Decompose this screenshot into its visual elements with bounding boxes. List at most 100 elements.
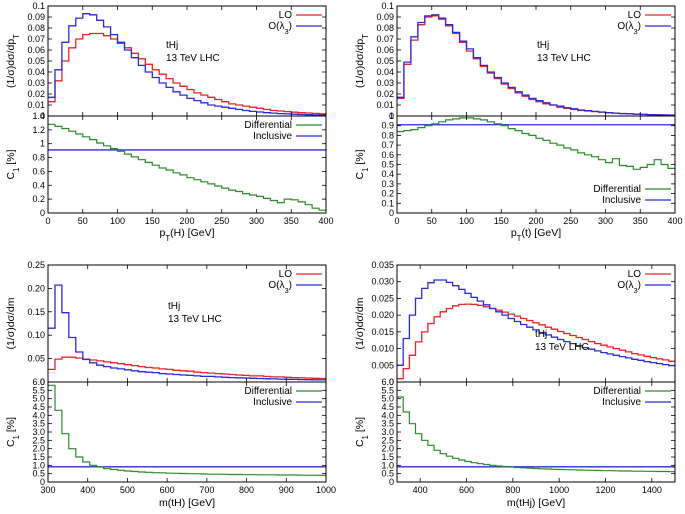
top-ytick-label: 0.08 <box>27 23 45 33</box>
bottom-ylabel: C1 [%] <box>5 149 21 179</box>
chart-panel-4: 0 0.005 0.010 0.015 0.020 0.025 0.030 0.035 LOO(… <box>354 260 676 509</box>
series-line-o-lambda3 <box>48 284 326 381</box>
xtick-label: 900 <box>279 485 294 495</box>
series-line-o-lambda3 <box>48 13 326 116</box>
top-ytick-label: 0.035 <box>371 260 394 270</box>
top-ylabel: (1/σ)dσ/dpT <box>5 34 21 88</box>
bottom-ytick-label: 3.5 <box>381 419 394 429</box>
legend-label: O(λ3) <box>617 280 641 295</box>
bottom-ytick-label: 4.5 <box>32 402 45 412</box>
bottom-ylabel: C1 [%] <box>354 149 370 179</box>
xtick-label: 150 <box>145 216 160 226</box>
top-ytick-label: 0.03 <box>376 78 394 88</box>
bottom-ytick-label: 0 <box>40 477 45 487</box>
bottom-ytick-label: 0.6 <box>381 150 394 160</box>
bottom-ytick-label: 5.0 <box>32 394 45 404</box>
top-ytick-label: 0.015 <box>371 327 394 337</box>
annotation-text: tHj <box>166 40 178 51</box>
legend-label: O(λ3) <box>268 21 292 36</box>
top-ytick-label: 0.07 <box>376 34 394 44</box>
bottom-ytick-label: 6.0 <box>381 377 394 387</box>
bottom-ytick-label: 1.5 <box>381 452 394 462</box>
legend-label: Differential <box>244 386 292 397</box>
xtick-label: 800 <box>505 485 520 495</box>
top-ytick-label: 0.1 <box>381 1 394 11</box>
top-ytick-label: 0.05 <box>27 56 45 66</box>
xtick-label: 1000 <box>549 485 569 495</box>
bottom-ytick-label: 2.0 <box>381 444 394 454</box>
bottom-ytick-label: 1.0 <box>32 460 45 470</box>
xtick-label: 250 <box>563 216 578 226</box>
annotation-text: 13 TeV LHC <box>166 53 220 64</box>
series-line-o-lambda3 <box>397 14 675 116</box>
xtick-label: 0 <box>394 216 399 226</box>
x-axis-label: m(tHj) [GeV] <box>507 497 565 509</box>
bottom-ytick-label: 2.5 <box>32 435 45 445</box>
bottom-ytick-label: 0.1 <box>381 198 394 208</box>
legend-label: Inclusive <box>602 195 641 206</box>
x-axis-label: m(tH) [GeV] <box>159 497 215 509</box>
top-ytick-label: 0.02 <box>376 89 394 99</box>
bottom-ytick-label: 4.0 <box>381 410 394 420</box>
top-ytick-label: 0.04 <box>376 67 394 77</box>
top-ytick-label: 0 <box>40 111 45 121</box>
bottom-ytick-label: 1.5 <box>32 452 45 462</box>
xtick-label: 400 <box>80 485 95 495</box>
annotation-text: tHj <box>168 301 180 312</box>
legend-label: Inclusive <box>253 397 292 408</box>
bottom-ytick-label: 5.5 <box>32 385 45 395</box>
bottom-ytick-label: 0 <box>389 477 394 487</box>
xtick-label: 300 <box>598 216 613 226</box>
bottom-ytick-label: 0.8 <box>381 130 394 140</box>
top-ytick-label: 0.005 <box>371 360 394 370</box>
annotation-text: tHj <box>535 329 547 340</box>
bottom-ytick-label: 2.0 <box>32 444 45 454</box>
xtick-label: 100 <box>110 216 125 226</box>
series-line-lo <box>48 356 326 380</box>
bottom-ytick-label: 1 <box>40 139 45 149</box>
bottom-ylabel: C1 [%] <box>354 417 370 447</box>
legend-label: LO <box>628 269 642 280</box>
x-axis-label: pT(t) [GeV] <box>511 227 561 243</box>
top-ytick-label: 0.09 <box>27 12 45 22</box>
bottom-ytick-label: 1.0 <box>381 460 394 470</box>
annotation-text: 13 TeV LHC <box>168 314 222 325</box>
bottom-ytick-label: 4.0 <box>32 410 45 420</box>
xtick-label: 250 <box>214 216 229 226</box>
legend-label: LO <box>279 269 293 280</box>
legend-label: Differential <box>593 386 641 397</box>
bottom-ytick-label: 6.0 <box>32 377 45 387</box>
bottom-ytick-label: 2.5 <box>381 435 394 445</box>
xtick-label: 1000 <box>316 485 336 495</box>
top-ytick-label: 0.05 <box>376 56 394 66</box>
bottom-frame <box>47 381 327 483</box>
xtick-label: 0 <box>45 216 50 226</box>
top-ytick-label: 0.25 <box>27 260 45 270</box>
top-ytick-label: 0.10 <box>27 330 45 340</box>
top-ylabel: (1/σ)dσ/dpT <box>354 34 370 88</box>
top-ytick-label: 0.08 <box>376 23 394 33</box>
legend-label: O(λ3) <box>617 21 641 36</box>
top-ytick-label: 0.09 <box>376 12 394 22</box>
chart-panel-2: 00.010.020.030.040.050.060.070.080.090.1… <box>354 1 683 243</box>
bottom-ytick-label: 0.4 <box>32 180 45 190</box>
xtick-label: 400 <box>318 216 333 226</box>
annotation-text: 13 TeV LHC <box>537 53 591 64</box>
legend-label: LO <box>279 10 293 21</box>
top-ytick-label: 0 <box>40 377 45 387</box>
top-ytick-label: 0.06 <box>27 45 45 55</box>
xtick-label: 1400 <box>642 485 662 495</box>
top-ytick-label: 0.030 <box>371 277 394 287</box>
xtick-label: 350 <box>284 216 299 226</box>
top-ytick-label: 0 <box>389 111 394 121</box>
xtick-label: 500 <box>120 485 135 495</box>
bottom-ytick-label: 4.5 <box>381 402 394 412</box>
xtick-label: 400 <box>667 216 682 226</box>
legend-label: Differential <box>244 120 292 131</box>
xtick-label: 300 <box>40 485 55 495</box>
bottom-ytick-label: 0.2 <box>381 189 394 199</box>
top-ylabel: (1/σ)dσ/dm <box>5 297 17 349</box>
bottom-ytick-label: 0.9 <box>381 121 394 131</box>
bottom-ytick-label: 3.0 <box>381 427 394 437</box>
differential-line <box>397 117 675 170</box>
